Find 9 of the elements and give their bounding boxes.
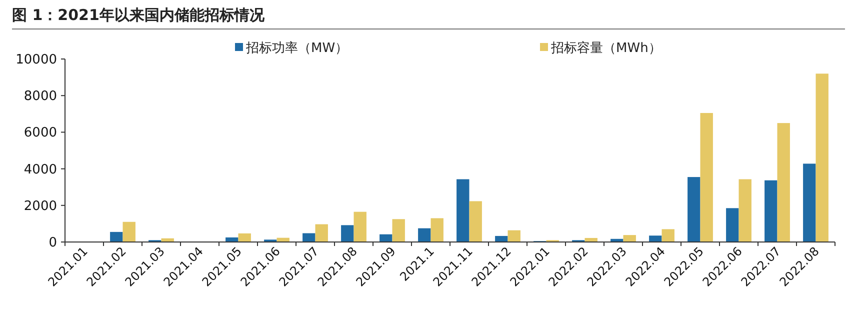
y-tick-label: 0	[48, 236, 57, 250]
y-tick-label: 4000	[24, 162, 57, 178]
y-tick-label: 8000	[24, 89, 57, 104]
y-tick-label: 2000	[24, 198, 57, 214]
y-tick-label: 6000	[24, 126, 57, 141]
legend-label: 招标功率（MW）	[245, 40, 348, 56]
legend-label: 招标容量（MWh）	[550, 40, 662, 56]
chart-title: 图 1：2021年以来国内储能招标情况	[12, 6, 266, 24]
y-tick-label: 10000	[16, 52, 57, 68]
